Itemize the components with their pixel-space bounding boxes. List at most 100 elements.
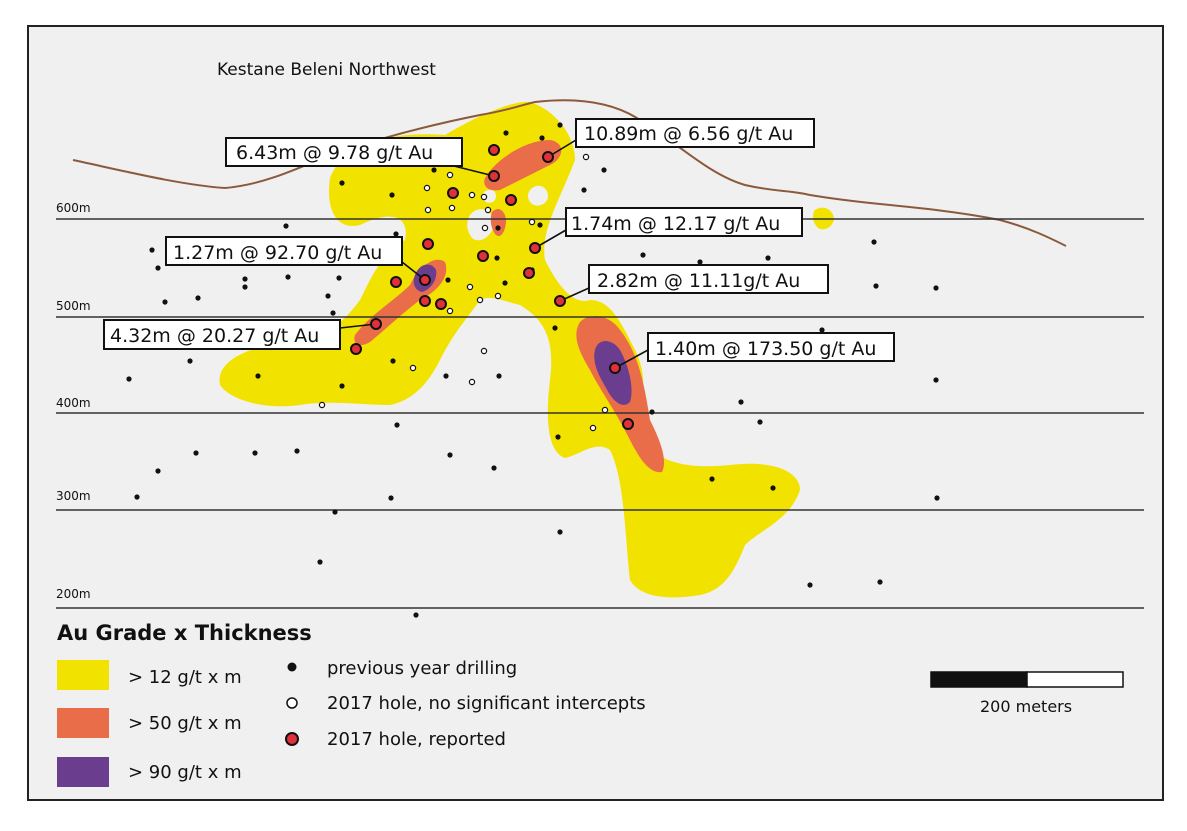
- callout-text: 1.40m @ 173.50 g/t Au: [655, 338, 876, 360]
- legend-hole-label: previous year drilling: [327, 658, 517, 679]
- previous-hole: [539, 135, 545, 141]
- previous-hole: [339, 180, 345, 186]
- no-intercept-holes: [318, 153, 609, 432]
- legend-swatch-gt12: [57, 660, 109, 690]
- reported-hole: [554, 295, 566, 307]
- scale-bar: 200 meters: [930, 671, 1124, 716]
- previous-hole: [934, 495, 940, 501]
- elevation-label-200: 200m: [56, 587, 91, 601]
- previous-hole: [283, 223, 289, 229]
- elevation-label-300: 300m: [56, 489, 91, 503]
- previous-hole: [325, 293, 331, 299]
- previous-hole: [738, 399, 744, 405]
- previous-hole: [317, 559, 323, 565]
- previous-hole: [187, 358, 193, 364]
- reported-hole: [542, 151, 554, 163]
- previous-hole: [389, 192, 395, 198]
- callout-1: 10.89m @ 6.56 g/t Au: [575, 118, 815, 148]
- zone-gap-1: [467, 209, 494, 241]
- previous-hole: [330, 310, 336, 316]
- callout-2: 6.43m @ 9.78 g/t Au: [225, 137, 463, 167]
- no-intercept-hole: [494, 292, 502, 300]
- previous-hole: [155, 265, 161, 271]
- zone-gt12-main: [219, 101, 800, 598]
- no-intercept-hole: [409, 364, 417, 372]
- previous-hole: [494, 255, 500, 261]
- legend-open-hole-icon: [286, 697, 298, 709]
- previous-hole: [807, 582, 813, 588]
- previous-year-holes: [126, 122, 940, 618]
- previous-hole: [555, 434, 561, 440]
- previous-hole: [332, 509, 338, 515]
- no-intercept-hole: [480, 347, 488, 355]
- no-intercept-hole: [589, 424, 597, 432]
- reported-holes: [350, 144, 634, 430]
- previous-hole: [873, 283, 879, 289]
- previous-hole: [294, 448, 300, 454]
- no-intercept-hole: [484, 206, 492, 214]
- callout-text: 1.27m @ 92.70 g/t Au: [173, 242, 382, 264]
- previous-hole: [445, 277, 451, 283]
- previous-hole: [413, 612, 419, 618]
- no-intercept-hole: [318, 401, 326, 409]
- elevation-labels: 600m 500m 400m 300m 200m: [56, 201, 91, 601]
- no-intercept-hole: [468, 191, 476, 199]
- previous-hole: [242, 276, 248, 282]
- reported-hole: [370, 318, 382, 330]
- reported-hole: [390, 276, 402, 288]
- elevation-label-500: 500m: [56, 299, 91, 313]
- reported-hole: [529, 242, 541, 254]
- reported-hole: [488, 170, 500, 182]
- previous-hole: [502, 280, 508, 286]
- previous-hole: [697, 259, 703, 265]
- reported-hole: [477, 250, 489, 262]
- scale-bar-label: 200 meters: [980, 697, 1072, 716]
- previous-hole: [149, 247, 155, 253]
- previous-hole: [126, 376, 132, 382]
- no-intercept-hole: [424, 206, 432, 214]
- previous-hole: [933, 285, 939, 291]
- previous-hole: [393, 231, 399, 237]
- previous-hole: [877, 579, 883, 585]
- reported-hole: [505, 194, 517, 206]
- previous-hole: [447, 452, 453, 458]
- reported-hole: [609, 362, 621, 374]
- reported-hole: [419, 274, 431, 286]
- no-intercept-hole: [423, 184, 431, 192]
- callout-text: 10.89m @ 6.56 g/t Au: [584, 123, 793, 145]
- callout-4: 1.27m @ 92.70 g/t Au: [165, 236, 403, 266]
- no-intercept-hole: [466, 283, 474, 291]
- legend-grade-label: > 90 g/t x m: [128, 762, 242, 783]
- previous-hole: [431, 167, 437, 173]
- callout-5: 2.82m @ 11.11g/t Au: [588, 264, 829, 294]
- reported-hole: [350, 343, 362, 355]
- reported-hole: [622, 418, 634, 430]
- zone-gap-3: [482, 189, 496, 203]
- previous-hole: [649, 409, 655, 415]
- zone-gt50-upper: [484, 140, 562, 191]
- elevation-label-400: 400m: [56, 396, 91, 410]
- previous-hole: [557, 122, 563, 128]
- scale-bar-white: [1026, 671, 1124, 688]
- previous-hole: [394, 422, 400, 428]
- previous-hole: [503, 130, 509, 136]
- elevation-lines: [56, 218, 1144, 609]
- no-intercept-hole: [481, 224, 489, 232]
- previous-hole: [496, 373, 502, 379]
- callout-text: 4.32m @ 20.27 g/t Au: [110, 325, 319, 347]
- previous-hole: [601, 167, 607, 173]
- legend: Au Grade x Thickness > 12 g/t x m > 50 g…: [57, 621, 646, 787]
- previous-hole: [495, 225, 501, 231]
- legend-grade-label: > 12 g/t x m: [128, 667, 242, 688]
- topography-line: [72, 99, 1067, 247]
- previous-hole: [252, 450, 258, 456]
- previous-hole: [765, 255, 771, 261]
- callout-text: 6.43m @ 9.78 g/t Au: [236, 142, 433, 164]
- legend-hole-label: 2017 hole, no significant intercepts: [327, 693, 646, 714]
- previous-hole: [552, 325, 558, 331]
- previous-hole: [581, 187, 587, 193]
- legend-swatch-gt50: [57, 708, 109, 738]
- no-intercept-hole: [480, 193, 488, 201]
- no-intercept-hole: [446, 171, 454, 179]
